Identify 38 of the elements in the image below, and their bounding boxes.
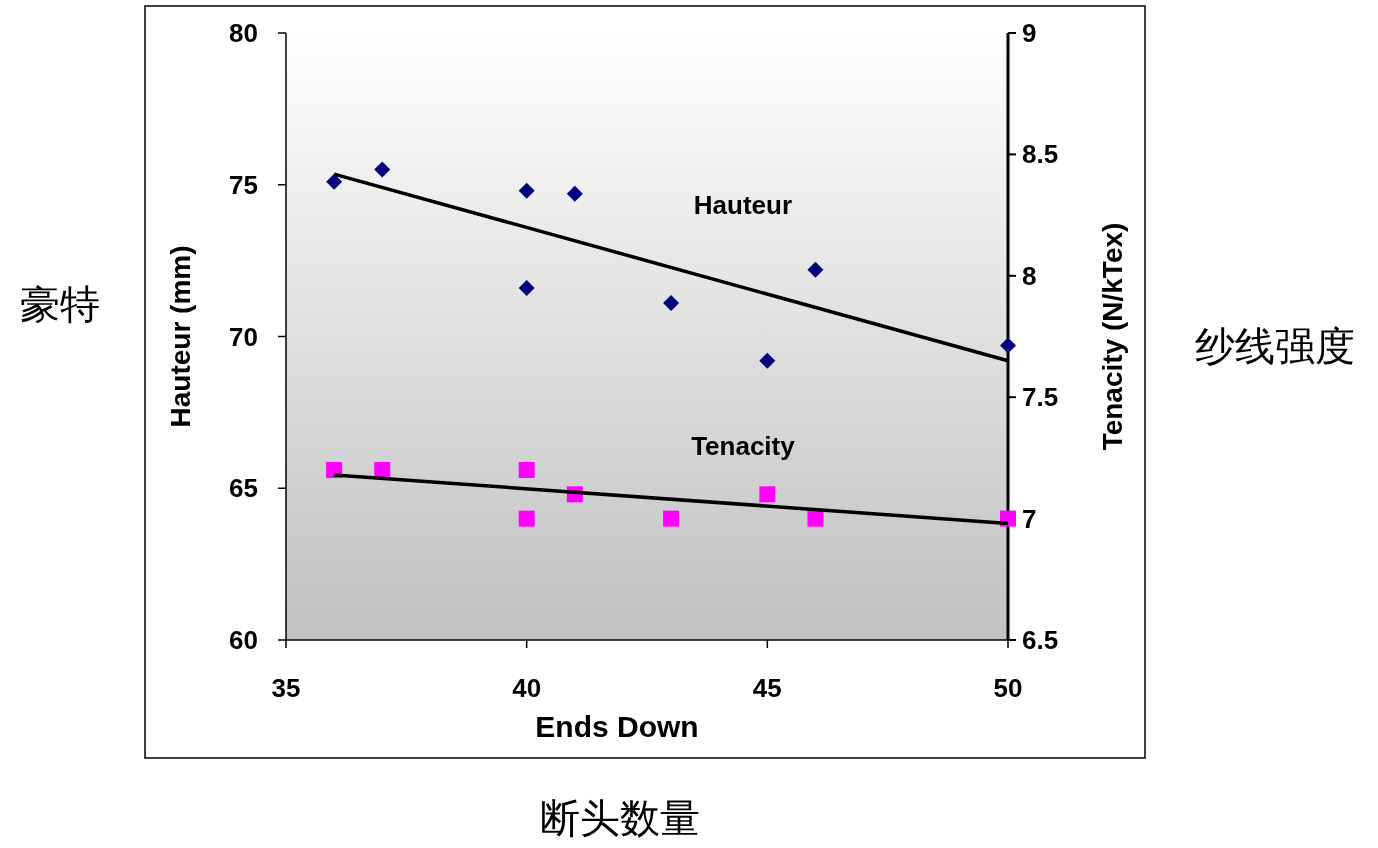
y-tick-label: 65 (229, 473, 258, 504)
point (759, 352, 776, 369)
y-tick-label: 60 (229, 625, 258, 655)
x-tick-label: 40 (512, 673, 542, 703)
point (518, 279, 535, 296)
point (663, 510, 680, 527)
point (518, 182, 535, 199)
y-tick-label: 75 (229, 169, 258, 200)
point (807, 261, 824, 278)
text: 断头数量 (540, 795, 700, 841)
point (518, 462, 535, 479)
y-axis-title: Hauteur (mm) (165, 245, 196, 428)
x-tick-label: 35 (271, 673, 301, 703)
y2-tick-label: 9 (1022, 18, 1037, 48)
point (759, 486, 776, 503)
point (663, 295, 680, 312)
series-label: Hauteur (693, 189, 793, 220)
text: 豪特 (20, 281, 100, 327)
point (1000, 337, 1016, 354)
y2-tick-label: 6.5 (1022, 625, 1059, 655)
point (566, 185, 583, 202)
y-tick-label: 80 (229, 18, 258, 48)
x-tick-label: 45 (752, 673, 782, 703)
point (374, 462, 391, 479)
y2-tick-label: 7.5 (1022, 382, 1059, 413)
y2-axis-title: Tenacity (N/kTex) (1097, 222, 1128, 451)
point (518, 510, 535, 527)
y2-tick-label: 8.5 (1022, 139, 1059, 170)
series-label: Tenacity (691, 431, 796, 462)
y2-tick-label: 8 (1022, 260, 1037, 291)
point (374, 161, 391, 178)
y-tick-label: 70 (229, 321, 258, 352)
x-axis-title: Ends Down (535, 710, 699, 743)
x-tick-label: 50 (993, 673, 1023, 703)
y2-tick-label: 7 (1022, 503, 1037, 534)
text: 纱线强度 (1195, 323, 1355, 369)
point (326, 173, 343, 190)
point (807, 510, 824, 527)
